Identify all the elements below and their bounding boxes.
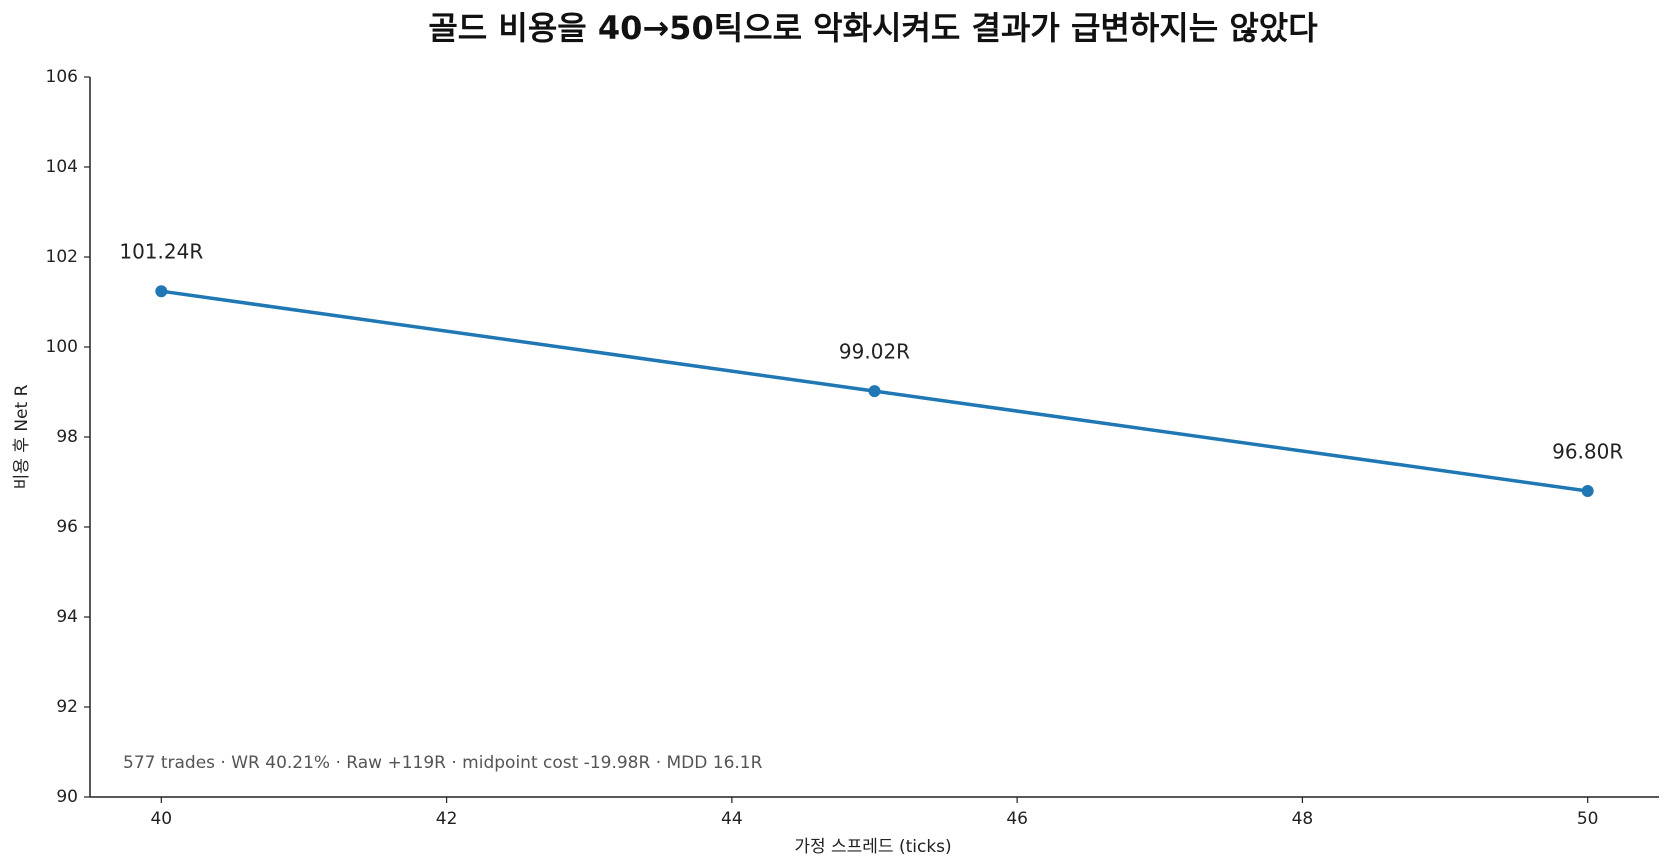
x-tick-label: 42 bbox=[436, 809, 458, 829]
y-tick-label: 100 bbox=[46, 337, 78, 357]
point bbox=[1581, 485, 1594, 497]
x-tick-label: 40 bbox=[150, 809, 172, 829]
value-label: 99.02R bbox=[839, 340, 910, 364]
y-tick-label: 102 bbox=[46, 247, 78, 267]
y-tick-label: 94 bbox=[56, 607, 78, 627]
y-tick-label: 106 bbox=[46, 67, 78, 87]
y-tick-label: 96 bbox=[56, 517, 78, 537]
chart-title: 골드 비용을 40→50틱으로 악화시켜도 결과가 급변하지는 않았다 bbox=[428, 9, 1318, 47]
annotation: 577 trades · WR 40.21% · Raw +119R · mid… bbox=[123, 753, 763, 773]
x-tick-label: 46 bbox=[1006, 809, 1028, 829]
y-tick-label: 98 bbox=[56, 427, 78, 447]
y-tick-label: 92 bbox=[56, 697, 78, 717]
x-tick-label: 48 bbox=[1292, 809, 1314, 829]
point bbox=[868, 385, 881, 398]
x-tick-label: 44 bbox=[721, 809, 743, 829]
y-tick-label: 104 bbox=[46, 157, 78, 177]
x-axis-label: 가정 스프레드 (ticks) bbox=[794, 837, 951, 857]
y-tick-label: 90 bbox=[56, 787, 78, 807]
x-tick-label: 50 bbox=[1577, 809, 1599, 829]
point bbox=[155, 285, 168, 298]
value-label: 101.24R bbox=[119, 240, 203, 264]
value-label: 96.80R bbox=[1552, 440, 1623, 464]
y-axis-label: 비용 후 Net R bbox=[12, 384, 32, 489]
